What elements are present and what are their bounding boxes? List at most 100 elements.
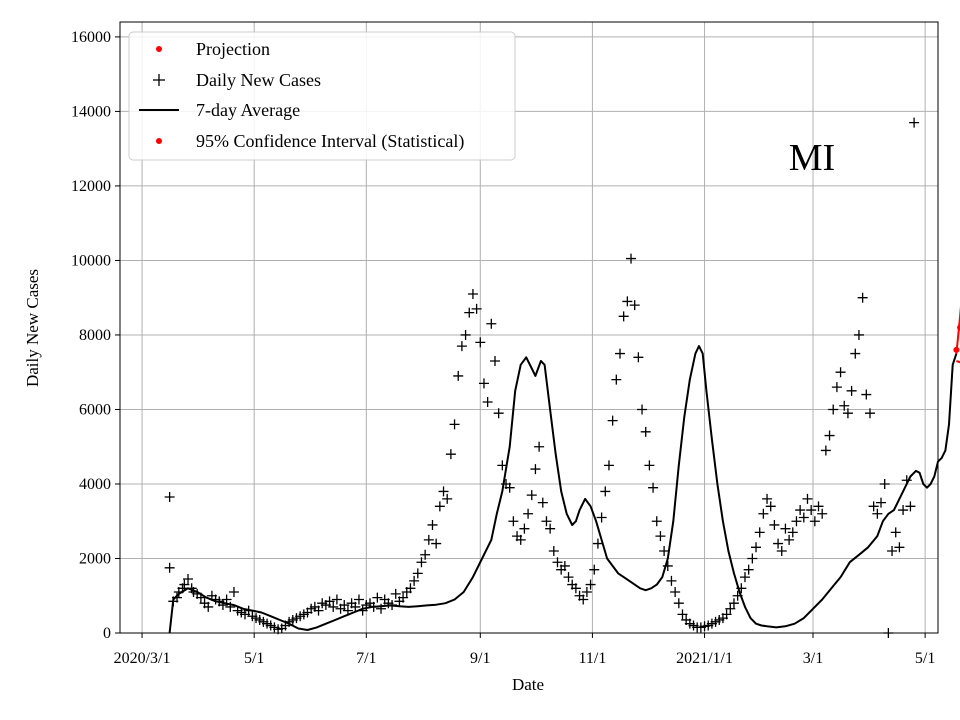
legend: Projection Daily New Cases 7-day Average…	[128, 31, 516, 161]
daily-new-cases-point	[412, 568, 423, 579]
daily-new-cases-point	[552, 557, 563, 568]
daily-new-cases-point	[673, 598, 684, 609]
daily-new-cases-point	[637, 404, 648, 415]
daily-new-cases-point	[368, 601, 379, 612]
daily-new-cases-point	[640, 426, 651, 437]
daily-new-cases-point	[339, 600, 350, 611]
daily-new-cases-point	[876, 497, 887, 508]
daily-new-cases-point	[600, 486, 611, 497]
daily-new-cases-point	[183, 573, 194, 584]
daily-new-cases-point	[795, 505, 806, 516]
daily-new-cases-point	[453, 370, 464, 381]
daily-new-cases-point	[743, 564, 754, 575]
daily-new-cases-point	[622, 296, 633, 307]
daily-new-cases-point	[482, 397, 493, 408]
daily-new-cases-point	[835, 367, 846, 378]
daily-new-cases-point	[879, 478, 890, 489]
daily-new-cases-point	[758, 508, 769, 519]
y-tick-label: 6000	[79, 401, 111, 418]
daily-new-cases-point	[478, 378, 489, 389]
daily-new-cases-point	[798, 512, 809, 523]
daily-new-cases-point	[773, 538, 784, 549]
daily-new-cases-point	[762, 493, 773, 504]
daily-new-cases-point	[526, 490, 537, 501]
daily-new-cases-point	[901, 475, 912, 486]
daily-new-cases-point	[357, 605, 368, 616]
daily-new-cases-point	[655, 531, 666, 542]
plot-frame	[119, 21, 939, 634]
daily-new-cases-point	[618, 311, 629, 322]
daily-new-cases-point	[853, 329, 864, 340]
y-tick-label: 10000	[71, 252, 111, 269]
daily-new-cases-point	[353, 594, 364, 605]
daily-new-cases-point	[831, 382, 842, 393]
daily-new-cases-point	[423, 534, 434, 545]
daily-new-cases-point	[203, 601, 214, 612]
daily-new-cases-point	[471, 303, 482, 314]
daily-new-cases-point	[545, 523, 556, 534]
daily-new-cases-point	[850, 348, 861, 359]
daily-new-cases-point	[530, 464, 541, 475]
daily-new-cases-point	[541, 516, 552, 527]
daily-new-cases-point	[585, 579, 596, 590]
daily-new-cases-point	[416, 557, 427, 568]
daily-new-cases-point	[736, 583, 747, 594]
daily-new-cases-point	[376, 603, 387, 614]
daily-new-cases-point	[537, 497, 548, 508]
daily-new-cases-point	[596, 512, 607, 523]
daily-new-cases-point	[420, 549, 431, 560]
daily-new-cases-point	[467, 288, 478, 299]
daily-new-cases-point	[342, 605, 353, 616]
daily-new-cases-point	[390, 588, 401, 599]
daily-new-cases-point	[427, 519, 438, 530]
daily-new-cases-point	[905, 501, 916, 512]
daily-new-cases-point	[872, 508, 883, 519]
daily-new-cases-point	[179, 579, 190, 590]
daily-new-cases-point	[475, 337, 486, 348]
daily-new-cases-point	[626, 253, 637, 264]
daily-new-cases-point	[662, 560, 673, 571]
legend-ci-marker	[156, 138, 162, 144]
daily-new-cases-point	[409, 575, 420, 586]
daily-new-cases-point	[732, 590, 743, 601]
daily-new-cases-point	[578, 594, 589, 605]
daily-new-cases-point	[456, 341, 467, 352]
y-tick-label: 12000	[71, 178, 111, 195]
daily-new-cases-point	[592, 538, 603, 549]
daily-new-cases-point	[787, 527, 798, 538]
daily-new-cases-point	[677, 609, 688, 620]
daily-new-cases-point	[434, 501, 445, 512]
daily-new-cases-point	[217, 600, 228, 611]
daily-new-cases-point	[460, 329, 471, 340]
daily-new-cases-point	[806, 505, 817, 516]
daily-new-cases-point	[721, 609, 732, 620]
x-axis-label: Date	[512, 675, 544, 694]
daily-new-cases-point	[515, 534, 526, 545]
daily-new-cases-point	[861, 389, 872, 400]
daily-new-cases-point	[508, 516, 519, 527]
daily-new-cases-point	[603, 460, 614, 471]
daily-new-cases-point	[331, 594, 342, 605]
daily-new-cases-point	[817, 508, 828, 519]
daily-new-cases-point	[747, 553, 758, 564]
daily-new-cases-point	[765, 501, 776, 512]
y-tick-label: 8000	[79, 327, 111, 344]
daily-new-cases-point	[221, 594, 232, 605]
y-axis-ticks: 0 2000 4000 6000 8000 10000 12000 14000 16000	[71, 29, 120, 642]
daily-new-cases-point	[589, 564, 600, 575]
legend-daily-cases-marker	[153, 74, 165, 86]
x-tick-label: 2020/3/1	[114, 650, 171, 667]
daily-new-cases-point	[581, 587, 592, 598]
daily-new-cases-point	[519, 523, 530, 534]
daily-new-cases-point	[809, 516, 820, 527]
daily-new-cases-point	[523, 508, 534, 519]
y-tick-label: 2000	[79, 550, 111, 567]
daily-new-cases-point	[350, 601, 361, 612]
daily-new-cases-point	[328, 601, 339, 612]
daily-new-cases-point	[486, 318, 497, 329]
daily-new-cases-point	[225, 601, 236, 612]
daily-new-cases-point	[563, 572, 574, 583]
legend-ci-label: 95% Confidence Interval (Statistical)	[196, 131, 464, 152]
daily-new-cases-point	[442, 493, 453, 504]
